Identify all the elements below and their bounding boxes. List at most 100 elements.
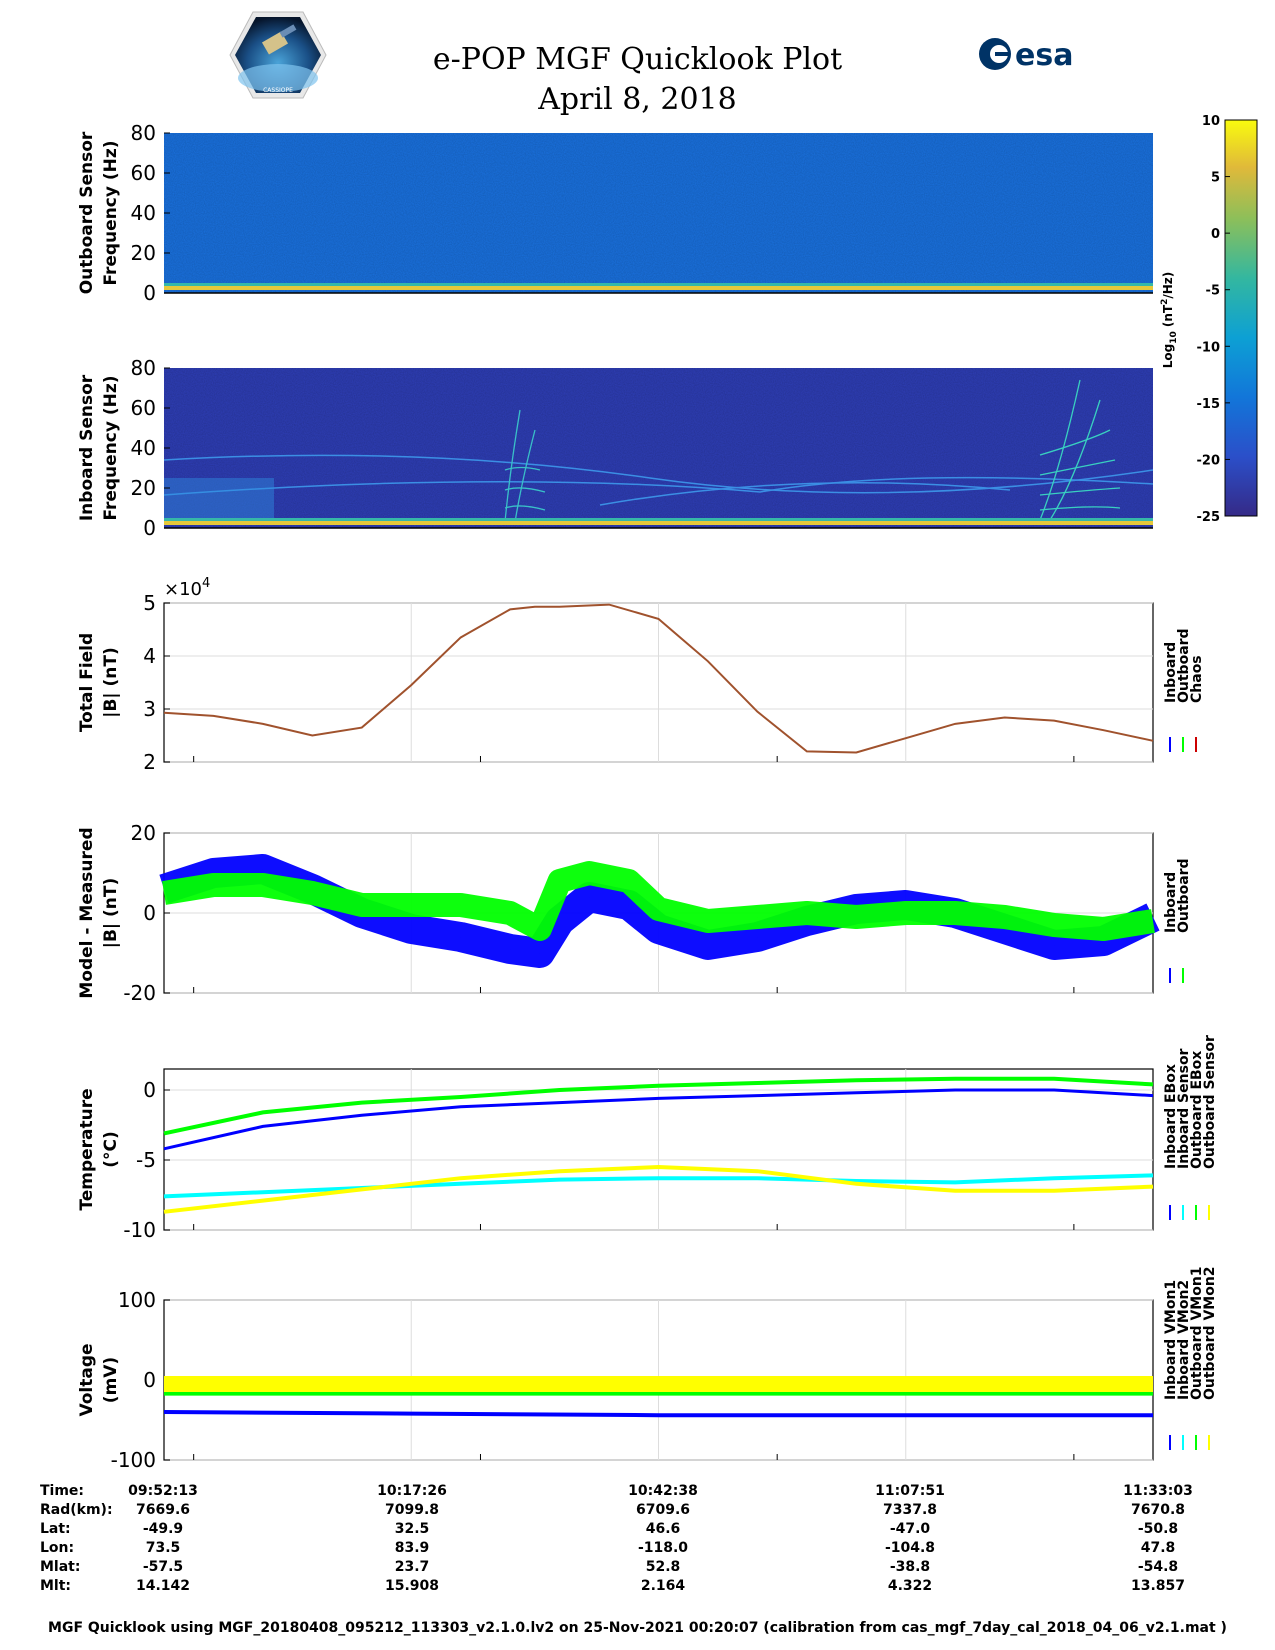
plot-title: e-POP MGF Quicklook Plot <box>432 42 843 77</box>
model-minus-measured-legend-label: Inboard <box>1163 872 1179 933</box>
temperature-legend-label: Outboard EBox <box>1189 1051 1205 1169</box>
voltage-legend-label: Outboard VMon1 <box>1189 1266 1205 1400</box>
temperature-ytick-label: 0 <box>143 1078 156 1102</box>
voltage-legend-label: Inboard VMon2 <box>1176 1280 1192 1400</box>
spectrogram-ylabel: Frequency (Hz) <box>101 375 121 520</box>
spectrogram-ylabel: Frequency (Hz) <box>101 140 121 285</box>
spectrogram-ylabel: Outboard Sensor <box>77 131 97 294</box>
total-field-series-line <box>163 603 1154 754</box>
ephemeris-cell: 14.142 <box>136 1578 190 1594</box>
colorbar-label-log: Log <box>1161 344 1175 368</box>
outboard-spectrogram-noise <box>164 133 1153 293</box>
total-field-ylabel: Total Field <box>77 633 97 732</box>
colorbar-label-units-end: /Hz) <box>1161 272 1175 299</box>
ephemeris-row-label: Lon: <box>40 1540 74 1556</box>
voltage-ylabel: Voltage <box>77 1343 97 1416</box>
ephemeris-cell: 23.7 <box>395 1559 430 1575</box>
inboard-low-freq-band-2 <box>164 518 1153 521</box>
ephemeris-row-label: Mlat: <box>40 1559 80 1575</box>
model-minus-measured-ylabel: Model - Measured <box>77 827 97 998</box>
panel-model-minus-measured: -20 0 20 Model - Measured |B| (nT) InboardOut… <box>77 821 1192 1005</box>
ephemeris-cell: 4.322 <box>888 1578 932 1594</box>
total-field-scale-label: ×104 <box>164 576 210 600</box>
colorbar-tick-label: -15 <box>1197 397 1221 412</box>
voltage-ytick-label: 0 <box>143 1368 156 1392</box>
ephemeris-cell: 32.5 <box>395 1521 430 1537</box>
inboard-burst-mid <box>504 409 546 523</box>
ephemeris-cell: 11:07:51 <box>875 1483 945 1499</box>
inboard-tone-2 <box>163 476 1154 496</box>
ephemeris-cell: -104.8 <box>885 1540 935 1556</box>
ephemeris-cell: -47.0 <box>890 1521 931 1537</box>
outboard-low-freq-band <box>164 286 1153 290</box>
total-field-ytick-label: 4 <box>143 644 156 668</box>
voltage-ytick-label: -100 <box>111 1448 156 1472</box>
ephemeris-cell: 7099.8 <box>385 1502 439 1518</box>
ephemeris-cell: 10:42:38 <box>628 1483 698 1499</box>
spectrogram-tick-label: 80 <box>131 121 156 145</box>
esa-logo-text: esa <box>1015 38 1073 73</box>
model-minus-measured-ylabel: |B| (nT) <box>101 878 121 949</box>
total-field-legend-label: Chaos <box>1189 655 1205 703</box>
ephemeris-cell: 10:17:26 <box>377 1483 447 1499</box>
outboard-spectrogram-panel <box>164 133 1153 294</box>
total-field-ytick-label: 3 <box>143 697 156 721</box>
ephemeris-cell: -49.9 <box>143 1521 183 1537</box>
inboard-burst-left <box>164 478 274 522</box>
inboard-spectrogram-noise <box>164 368 1153 528</box>
spectrogram-tick-label: 60 <box>131 396 156 420</box>
temperature-ylabel: Temperature <box>77 1088 97 1210</box>
ephemeris-cell: 52.8 <box>646 1559 681 1575</box>
total-field-ylabel: |B| (nT) <box>101 647 121 718</box>
colorbar-label-sub: 10 <box>1169 331 1179 344</box>
total-field-ytick-label: 2 <box>143 750 156 774</box>
esa-logo: esa <box>979 38 1073 73</box>
inboard-tone-1 <box>163 454 1154 494</box>
spectrogram-tick-label: 40 <box>131 201 156 225</box>
voltage-legend-label: Outboard VMon2 <box>1202 1266 1218 1400</box>
ephemeris-cell: 7669.6 <box>136 1502 190 1518</box>
ephemeris-cell: 6709.6 <box>636 1502 690 1518</box>
spectrogram-tick-label: 40 <box>131 436 156 460</box>
spectrogram-tick-label: 20 <box>131 241 156 265</box>
colorbar-tick-label: -25 <box>1197 510 1221 525</box>
footer-note: MGF Quicklook using MGF_20180408_095212_… <box>48 1620 1227 1636</box>
temperature-ylabel: (°C) <box>101 1131 121 1168</box>
model-minus-measured-ytick-label: 20 <box>131 821 156 845</box>
voltage-ytick-label: 100 <box>118 1288 156 1312</box>
panel-temperature: -10 -5 0 Temperature (°C) Inboard EBoxInboard… <box>77 1035 1218 1242</box>
spectrogram-tick-label: 0 <box>143 281 156 305</box>
ephemeris-cell: 7337.8 <box>883 1502 937 1518</box>
cassiope-logo-text: CASSIOPE <box>263 87 293 94</box>
ephemeris-cell: 47.8 <box>1141 1540 1176 1556</box>
ephemeris-row-label: Time: <box>40 1483 84 1499</box>
cassiope-logo: CASSIOPE <box>229 11 327 99</box>
total-field-ytick-label: 5 <box>143 591 156 615</box>
temperature-legend-label: Inboard EBox <box>1163 1064 1179 1169</box>
spectrogram-tick-label: 0 <box>143 516 156 540</box>
ephemeris-cell: 09:52:13 <box>128 1483 198 1499</box>
scale-base: ×10 <box>164 579 202 600</box>
ephemeris-cell: -38.8 <box>890 1559 930 1575</box>
voltage-legend-label: Inboard VMon1 <box>1163 1280 1179 1400</box>
ephemeris-cell: 11:33:03 <box>1123 1483 1193 1499</box>
colorbar-tick-label: -10 <box>1197 340 1221 355</box>
outboard-low-freq-band-2 <box>164 283 1153 286</box>
colorbar-label-units: (nT <box>1161 304 1175 331</box>
spectrogram-ylabel: Inboard Sensor <box>77 374 97 521</box>
spectrogram-tick-label: 80 <box>131 356 156 380</box>
voltage-ylabel: (mV) <box>101 1357 121 1403</box>
colorbar-tick-label: -20 <box>1197 453 1221 468</box>
total-field-legend-label: Inboard <box>1163 642 1179 703</box>
model-minus-measured-legend-label: Outboard <box>1176 858 1192 933</box>
spectrogram-tick-label: 60 <box>131 161 156 185</box>
colorbar-tick-label: 0 <box>1211 227 1220 242</box>
ephemeris-cell: 46.6 <box>646 1521 681 1537</box>
inboard-low-freq-band <box>164 521 1153 525</box>
ephemeris-row-label: Mlt: <box>40 1578 71 1594</box>
ephemeris-row-label: Lat: <box>40 1521 71 1537</box>
